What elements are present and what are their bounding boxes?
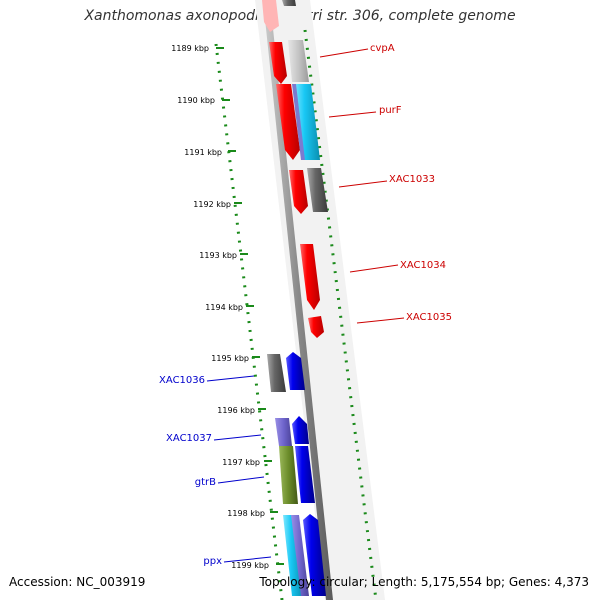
ruler-label-1192: 1192 kbp xyxy=(193,200,231,209)
label-ppx[interactable]: ppx xyxy=(203,556,222,567)
forward-gene-labels: cvpA purF XAC1033 XAC1034 XAC1035 xyxy=(370,43,452,323)
label-XAC1036[interactable]: XAC1036 xyxy=(159,375,205,386)
ruler-label-1194: 1194 kbp xyxy=(205,303,243,312)
gene-cvpA[interactable] xyxy=(288,40,309,82)
gene-XAC1033[interactable] xyxy=(307,168,328,212)
gene-XAC1033-neighbor[interactable] xyxy=(289,170,308,214)
ruler-ticks xyxy=(216,47,284,565)
gene-XAC1036-neighbor[interactable] xyxy=(286,352,305,390)
gene-ppx[interactable] xyxy=(283,515,303,596)
gene-feature-top-gray[interactable] xyxy=(282,0,296,6)
ruler-label-1197: 1197 kbp xyxy=(222,458,260,467)
ruler-label-1195: 1195 kbp xyxy=(211,354,249,363)
outer-dotted-line xyxy=(303,29,378,600)
accession-text: Accession: NC_003919 xyxy=(9,575,146,589)
gene-XAC1034[interactable] xyxy=(300,244,320,310)
ruler-label-1190: 1190 kbp xyxy=(177,96,215,105)
gene-gtrB[interactable] xyxy=(279,446,298,504)
sequence-backbone xyxy=(263,0,333,600)
ruler-label-1199: 1199 kbp xyxy=(231,561,269,570)
label-cvpA[interactable]: cvpA xyxy=(370,43,395,54)
gene-XAC1037-neighbor[interactable] xyxy=(292,416,309,444)
label-gtrB[interactable]: gtrB xyxy=(195,477,216,488)
gene-XAC1035[interactable] xyxy=(308,316,324,338)
label-XAC1037[interactable]: XAC1037 xyxy=(166,433,212,444)
label-XAC1034[interactable]: XAC1034 xyxy=(400,260,446,271)
gene-purF-edge[interactable] xyxy=(292,84,305,160)
ruler-label-1198: 1198 kbp xyxy=(227,509,265,518)
gene-gtrB-neighbor[interactable] xyxy=(295,446,315,503)
gene-cvpA-neighbor[interactable] xyxy=(269,42,287,84)
label-purF[interactable]: purF xyxy=(379,105,402,116)
label-XAC1033[interactable]: XAC1033 xyxy=(389,174,435,185)
gene-ppx-edge[interactable] xyxy=(291,515,309,596)
gene-XAC1037[interactable] xyxy=(275,418,292,446)
forward-strand-genes xyxy=(262,0,328,338)
gene-ppx-neighbor[interactable] xyxy=(303,514,326,596)
reverse-strand-genes xyxy=(267,352,326,596)
gene-purF[interactable] xyxy=(294,84,320,160)
label-leader-lines xyxy=(206,48,405,563)
ruler-label-1189: 1189 kbp xyxy=(171,44,209,53)
ruler-label-1193: 1193 kbp xyxy=(199,251,237,260)
gene-purF-neighbor[interactable] xyxy=(276,84,300,160)
ruler-label-1191: 1191 kbp xyxy=(184,148,222,157)
gene-XAC1036[interactable] xyxy=(267,354,286,392)
inner-ruler xyxy=(214,43,284,600)
genome-summary-text: Topology: circular; Length: 5,175,554 bp… xyxy=(259,575,589,589)
reverse-gene-labels: XAC1036 XAC1037 gtrB ppx xyxy=(159,375,222,567)
gene-feature-top-pink[interactable] xyxy=(262,0,279,32)
label-XAC1035[interactable]: XAC1035 xyxy=(406,312,452,323)
ruler-label-1196: 1196 kbp xyxy=(217,406,255,415)
ruler-labels: 1189 kbp 1190 kbp 1191 kbp 1192 kbp 1193… xyxy=(171,44,269,570)
